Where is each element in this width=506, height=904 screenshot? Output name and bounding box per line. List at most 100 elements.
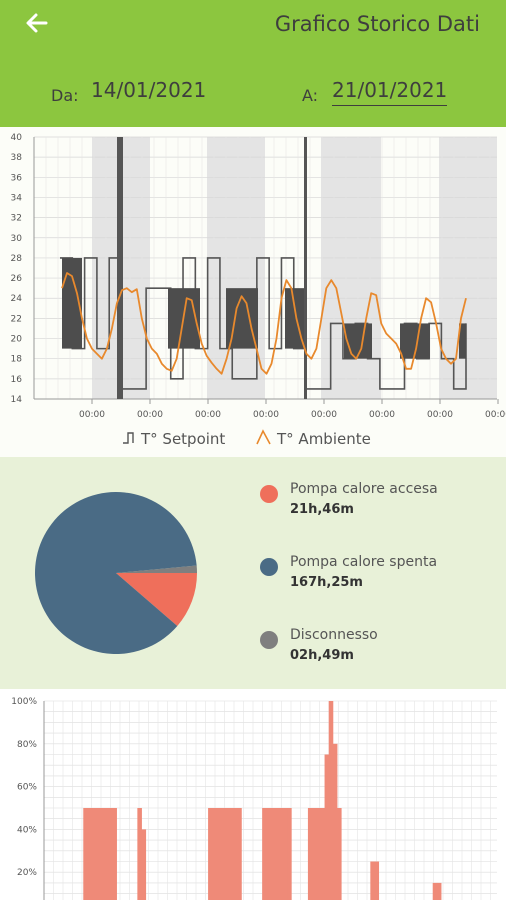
usage-bar-chart-panel: 100% 80% 60% 40% 20%: [0, 689, 506, 900]
y-tick-label: 26: [11, 274, 23, 284]
usage-bar: [112, 808, 117, 900]
x-tick-label: 00:00: [253, 410, 279, 420]
usage-bar: [266, 808, 271, 900]
setpoint-block: [344, 323, 372, 359]
usage-bar: [370, 861, 375, 900]
temperature-chart: 40 38 36 34 32 30 28 26 24 22 20 18 16 14 00:00 00:00 0…: [11, 133, 506, 448]
y-tick-label: 18: [11, 355, 23, 365]
off-dot-icon: [260, 558, 278, 576]
usage-bar: [337, 808, 342, 900]
y-tick-label: 32: [11, 214, 22, 224]
usage-bar: [332, 743, 338, 900]
to-date-field[interactable]: 21/01/2021: [332, 78, 448, 106]
usage-bar: [328, 701, 334, 900]
ambient-legend-icon: [256, 429, 271, 445]
pie-slice-disconnected: [116, 565, 198, 573]
y-tick-label: 36: [11, 173, 23, 183]
usage-bar: [374, 861, 380, 900]
y-tick-label: 20: [11, 335, 23, 345]
usage-bar: [307, 808, 313, 900]
header-bar: Grafico Storico Dati Da: 14/01/2021 A: 2…: [0, 0, 506, 127]
usage-bar: [104, 808, 109, 900]
y-tick-label: 22: [11, 314, 22, 324]
legend-on-label: Pompa calore accesa: [290, 481, 438, 497]
y-tick-label: 40: [11, 133, 23, 143]
pie-slice-off: [35, 492, 197, 654]
night-band: [207, 137, 265, 399]
setpoint-spike: [117, 137, 120, 399]
x-tick-label: 00:00: [137, 410, 163, 420]
usage-bar-chart: 100% 80% 60% 40% 20%: [11, 697, 497, 900]
x-tick-label: 00:00: [79, 410, 105, 420]
usage-bar: [233, 808, 238, 900]
usage-bar: [108, 808, 113, 900]
setpoint-block: [62, 257, 82, 349]
y-tick-label: 60%: [17, 783, 37, 793]
night-band: [439, 137, 497, 399]
usage-bar: [141, 829, 147, 900]
usage-bar: [83, 808, 88, 900]
back-arrow-icon[interactable]: [20, 10, 52, 42]
usage-bar: [212, 808, 217, 900]
usage-bar: [270, 808, 276, 900]
setpoint-spike: [120, 137, 123, 399]
usage-bar: [216, 808, 221, 900]
usage-bar: [312, 808, 317, 900]
usage-bar: [274, 808, 280, 900]
usage-bar: [287, 808, 292, 900]
usage-pie-panel: Pompa calore accesa 21h,46m Pompa calore…: [0, 457, 506, 689]
from-label: Da:: [51, 86, 79, 105]
usage-bar: [324, 754, 330, 900]
y-tick-label: 34: [11, 193, 23, 203]
y-tick-label: 16: [11, 375, 23, 385]
x-tick-label: 00:00: [195, 410, 221, 420]
to-label: A:: [302, 86, 319, 105]
usage-bar: [262, 808, 267, 900]
legend-disconnected-value: 02h,49m: [290, 648, 354, 663]
setpoint-legend-label: T° Setpoint: [140, 430, 225, 448]
on-dot-icon: [260, 485, 278, 503]
page-title: Grafico Storico Dati: [274, 12, 480, 36]
usage-bar: [208, 808, 213, 900]
x-tick-label: 00:00: [369, 410, 395, 420]
setpoint-spike: [304, 137, 307, 399]
y-tick-label: 14: [11, 395, 23, 405]
usage-bar: [95, 808, 101, 900]
usage-bar: [237, 808, 242, 900]
legend-off-label: Pompa calore spenta: [290, 554, 438, 570]
y-tick-label: 100%: [11, 697, 37, 707]
pie-slice-on: [116, 573, 198, 626]
usage-bar: [91, 808, 97, 900]
usage-bar: [316, 808, 321, 900]
y-tick-label: 40%: [17, 825, 37, 835]
x-tick-label: 00:00: [485, 410, 506, 420]
usage-bar: [320, 808, 325, 900]
temperature-chart-panel: 40 38 36 34 32 30 28 26 24 22 20 18 16 14 00:00 00:00 0…: [0, 127, 506, 457]
usage-bar: [220, 808, 226, 900]
y-tick-label: 38: [11, 153, 23, 163]
y-tick-label: 28: [11, 254, 23, 264]
x-tick-label: 00:00: [427, 410, 453, 420]
usage-bar: [99, 808, 105, 900]
usage-bar: [278, 808, 284, 900]
y-tick-label: 30: [11, 234, 23, 244]
disconnected-dot-icon: [260, 631, 278, 649]
usage-bar: [228, 808, 234, 900]
ambient-legend-label: T° Ambiente: [276, 430, 371, 448]
usage-pie-chart: [35, 492, 198, 654]
legend-disconnected-label: Disconnesso: [290, 627, 378, 643]
usage-bar: [432, 882, 438, 900]
from-date-field[interactable]: 14/01/2021: [91, 78, 207, 102]
y-tick-label: 24: [11, 294, 23, 304]
legend-on-value: 21h,46m: [290, 502, 354, 517]
usage-bar: [282, 808, 288, 900]
usage-bar: [224, 808, 230, 900]
usage-bar: [137, 808, 142, 900]
setpoint-block: [459, 323, 466, 359]
usage-bar: [436, 882, 442, 900]
ambient-series-line: [61, 272, 467, 375]
usage-bar: [87, 808, 92, 900]
y-tick-label: 80%: [17, 740, 37, 750]
y-tick-label: 20%: [17, 868, 37, 878]
legend-off-value: 167h,25m: [290, 575, 363, 590]
